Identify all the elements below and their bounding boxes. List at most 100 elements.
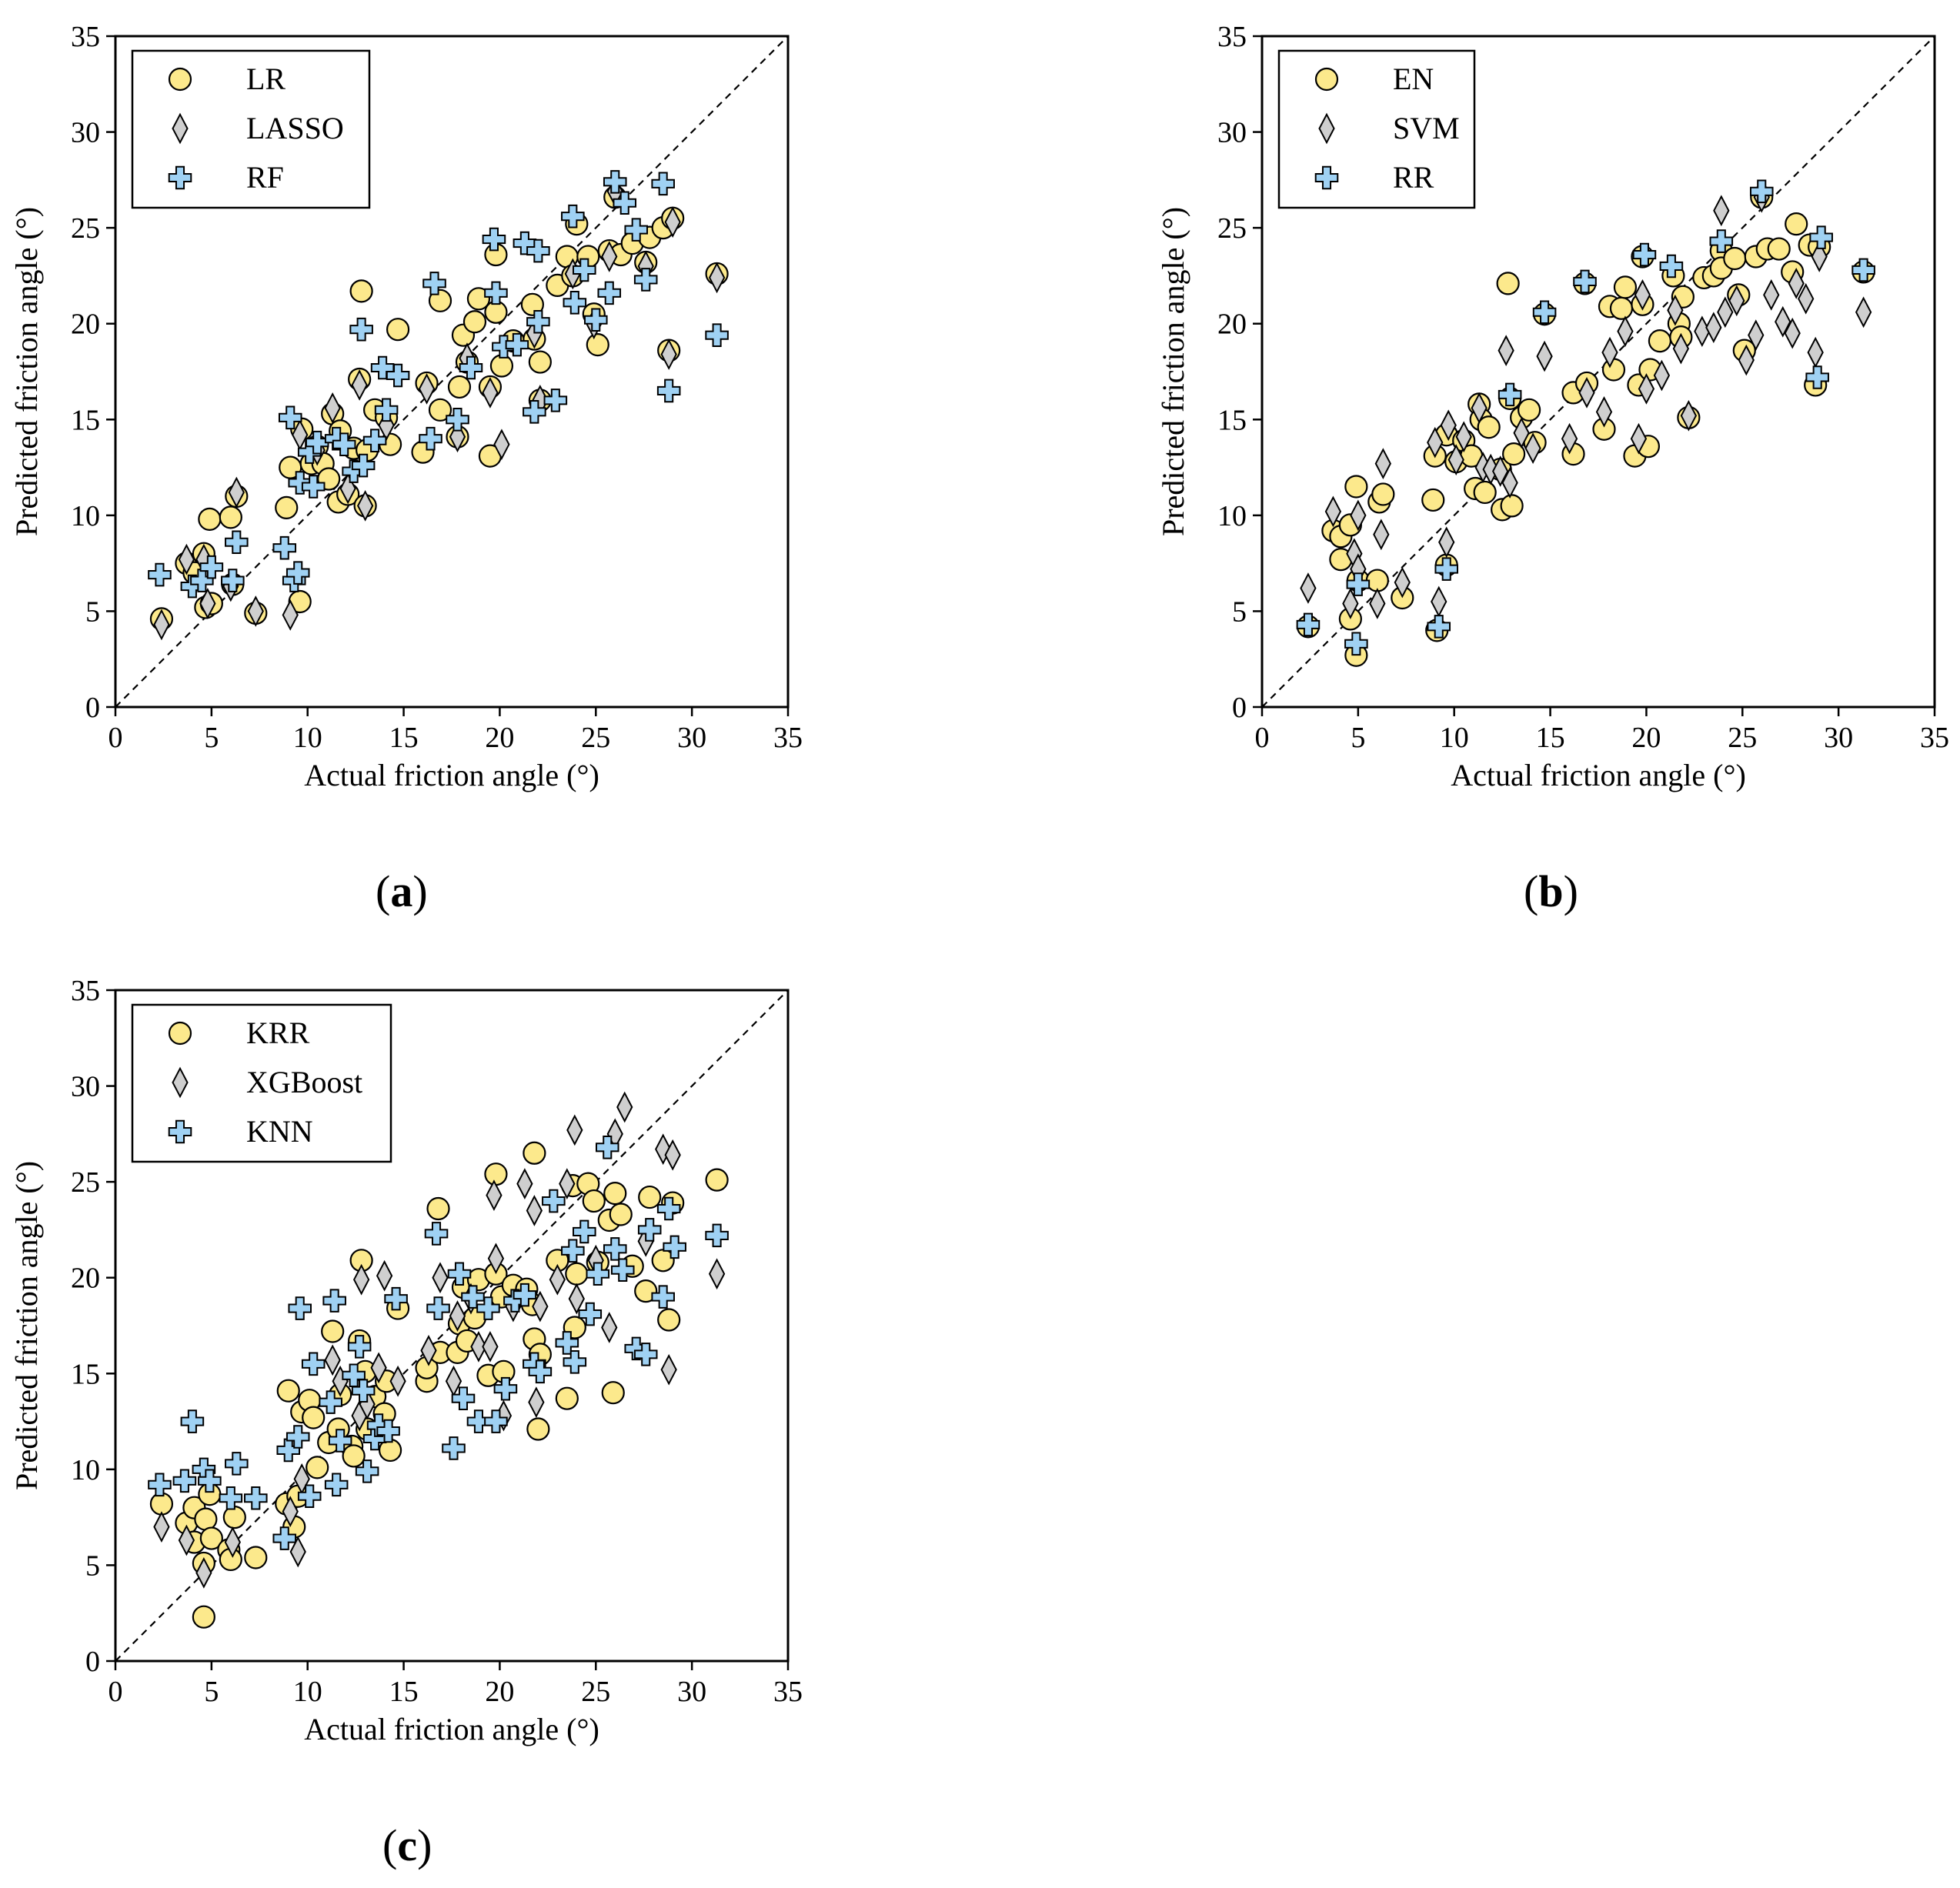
point-c-krr-22 (321, 1319, 345, 1343)
point-b-en-24 (1473, 480, 1497, 505)
legend-label-c-krr: KRR (246, 1016, 310, 1050)
point-b-svm-52 (1855, 296, 1872, 329)
point-c-krr-68 (603, 1181, 627, 1206)
point-c-krr-67 (601, 1381, 625, 1405)
y-tick-label-a-3: 15 (71, 404, 100, 436)
x-tick-label-c-7: 35 (773, 1676, 803, 1708)
point-b-en-43 (1609, 296, 1634, 320)
point-a-rf-39 (584, 308, 608, 332)
point-a-lr-37 (447, 375, 472, 399)
point-b-en-11 (1371, 482, 1395, 506)
point-b-svm-30 (1630, 422, 1648, 455)
point-c-knn-15 (322, 1289, 346, 1313)
point-b-rr-8 (1632, 242, 1657, 267)
x-tick-label-b-3: 15 (1536, 722, 1565, 754)
point-a-rf-25 (446, 408, 469, 432)
series-b-rr (1296, 179, 1875, 656)
point-c-krr-5 (192, 1605, 215, 1629)
x-tick-label-c-1: 5 (204, 1676, 219, 1708)
y-tick-label-a-4: 20 (71, 309, 100, 341)
point-c-knn-7 (244, 1486, 268, 1510)
point-a-rf-32 (523, 400, 546, 424)
point-c-xgboost-5 (289, 1536, 306, 1568)
point-c-knn-10 (285, 1425, 310, 1449)
y-tick-label-b-6: 30 (1217, 117, 1247, 149)
x-tick-label-b-2: 10 (1440, 722, 1469, 754)
point-b-svm-51 (1811, 241, 1828, 272)
point-c-knn-23 (366, 1413, 391, 1437)
point-c-knn-5 (219, 1486, 243, 1510)
point-c-knn-39 (528, 1359, 553, 1384)
point-c-xgboost-15 (420, 1335, 437, 1366)
legend-label-b-en: EN (1393, 62, 1434, 96)
point-c-knn-2 (180, 1409, 205, 1433)
legend-marker-c-krr (168, 1021, 192, 1046)
point-a-rf-2 (190, 569, 214, 592)
y-tick-label-b-4: 20 (1217, 309, 1247, 341)
point-a-rf-28 (484, 281, 508, 305)
y-tick-label-a-5: 25 (71, 212, 100, 245)
point-a-lasso-1 (178, 543, 195, 575)
point-c-knn-30 (451, 1386, 476, 1410)
point-b-svm-13 (1440, 409, 1457, 442)
x-tick-label-c-0: 0 (109, 1676, 123, 1708)
y-tick-label-c-2: 10 (71, 1454, 100, 1486)
point-c-xgboost-2 (195, 1557, 212, 1589)
point-c-knn-9 (276, 1438, 301, 1463)
legend-label-a-lasso: LASSO (246, 111, 344, 145)
point-c-knn-55 (663, 1235, 686, 1259)
y-tick-label-c-3: 15 (71, 1358, 100, 1390)
point-c-krr-56 (526, 1417, 550, 1441)
point-b-svm-41 (1728, 285, 1745, 317)
point-c-knn-0 (148, 1473, 172, 1497)
legend-marker-a-lasso (172, 112, 189, 145)
point-b-svm-32 (1638, 373, 1655, 405)
panel-label-c: (c) (382, 1820, 432, 1870)
chart-b: 0 5 10 15 20 25 30 35 0 5 10 15 20 25 30 35 Actual frict… (1156, 21, 1949, 792)
point-c-xgboost-22 (486, 1179, 503, 1211)
point-c-krr-76 (705, 1168, 729, 1192)
point-c-krr-74 (657, 1308, 681, 1332)
point-a-lr-41 (466, 287, 491, 311)
point-c-knn-25 (384, 1286, 408, 1311)
point-a-rf-24 (422, 272, 446, 295)
legend-marker-c-knn (168, 1119, 192, 1144)
point-c-xgboost-4 (282, 1496, 299, 1528)
point-b-svm-12 (1438, 526, 1455, 559)
point-c-krr-6 (194, 1507, 218, 1531)
point-b-svm-7 (1374, 448, 1391, 479)
point-b-svm-27 (1595, 395, 1613, 428)
point-c-xgboost-18 (449, 1300, 466, 1332)
point-c-knn-50 (624, 1336, 649, 1361)
point-b-svm-22 (1513, 417, 1530, 449)
point-a-lasso-13 (356, 490, 374, 522)
point-c-knn-13 (301, 1352, 326, 1376)
point-c-knn-43 (563, 1350, 587, 1374)
point-c-xgboost-26 (516, 1168, 533, 1199)
point-a-lasso-10 (324, 392, 341, 424)
chart-c: 0 5 10 15 20 25 30 35 0 5 10 15 20 25 30 35 Actual frict… (9, 975, 803, 1746)
point-b-svm-15 (1455, 421, 1472, 453)
point-b-rr-2 (1346, 572, 1371, 596)
point-c-knn-49 (610, 1258, 635, 1283)
point-a-rf-7 (278, 405, 302, 430)
point-c-knn-11 (288, 1296, 312, 1320)
point-c-knn-20 (351, 1379, 376, 1403)
point-c-xgboost-23 (487, 1243, 505, 1275)
x-tick-label-b-1: 5 (1351, 722, 1365, 754)
point-c-xgboost-13 (376, 1259, 393, 1292)
point-c-knn-53 (651, 1285, 675, 1309)
series-c-xgboost (153, 1091, 726, 1589)
point-b-svm-21 (1501, 467, 1518, 499)
legend-marker-a-lr (168, 67, 192, 92)
point-c-krr-38 (426, 1196, 450, 1221)
point-b-svm-42 (1738, 344, 1755, 376)
y-axis-label-b: Predicted friction angle (°) (1156, 207, 1190, 536)
point-a-rf-10 (288, 471, 312, 495)
legend-label-c-knn: KNN (246, 1114, 313, 1149)
point-c-knn-16 (324, 1473, 349, 1497)
point-b-svm-2 (1342, 588, 1359, 619)
point-c-xgboost-30 (549, 1263, 566, 1296)
point-c-knn-12 (297, 1484, 322, 1509)
plot-frame-b (1260, 35, 1936, 709)
